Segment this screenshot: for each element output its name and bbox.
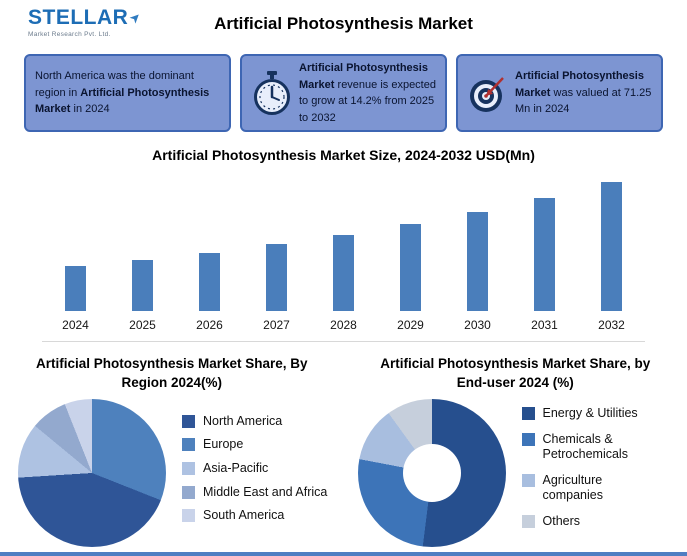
logo-tagline: Market Research Pvt. Ltd. [28, 31, 111, 38]
info-boxes: North America was the dominant region in… [24, 54, 663, 132]
x-tick-label: 2031 [531, 318, 558, 332]
legend-label: Energy & Utilities [542, 405, 638, 420]
x-tick-label: 2026 [196, 318, 223, 332]
legend-item: Chemicals & Petrochemicals [521, 431, 654, 463]
legend-label: North America [203, 413, 283, 428]
bar-chart-section: Artificial Photosynthesis Market Size, 2… [0, 147, 687, 342]
legend-swatch [521, 432, 535, 446]
legend-label: Agriculture companies [542, 472, 603, 503]
region-pie-chart [18, 398, 166, 547]
bar-2031 [534, 197, 555, 311]
legend-swatch [182, 414, 195, 428]
legend-swatch [521, 473, 535, 487]
legend-item: Asia-Pacific [182, 461, 327, 477]
bar-2029 [400, 224, 421, 311]
bar-2030 [467, 211, 488, 311]
bar-chart-title: Artificial Photosynthesis Market Size, 2… [152, 147, 535, 163]
bar-column [109, 173, 176, 311]
bottom-charts: Artificial Photosynthesis Market Share, … [0, 347, 687, 547]
region-legend: North America Europe Asia-Pacific Middle Ea… [182, 414, 327, 532]
x-tick-label: 2027 [263, 318, 290, 332]
legend-item: Others [521, 514, 654, 530]
bar-2027 [266, 244, 287, 311]
bar-2024 [65, 266, 86, 311]
bar-column [310, 173, 377, 311]
bar-column [511, 173, 578, 311]
header: STELLAR ➤ Market Research Pvt. Ltd. Arti… [0, 0, 687, 48]
legend-label: Others [542, 514, 581, 529]
info-box-1: North America was the dominant region in… [24, 54, 231, 132]
enduser-legend: Energy & Utilities Chemicals & Petrochemi… [521, 405, 654, 540]
x-tick-label: 2024 [62, 318, 89, 332]
legend-item: North America [182, 414, 327, 430]
logo-text: STELLAR [28, 6, 129, 29]
legend-item: Middle East and Africa [182, 485, 327, 501]
enduser-share-panel: Artificial Photosynthesis Market Share, … [344, 347, 687, 547]
legend-swatch [182, 461, 195, 475]
x-tick-label: 2029 [397, 318, 424, 332]
info-box-text: Artificial Photosynthesis Market revenue… [299, 62, 436, 124]
legend-item: Energy & Utilities [521, 405, 654, 422]
bar-2032 [601, 181, 622, 311]
info-box-text: Artificial Photosynthesis Market was val… [515, 70, 652, 116]
bar-column [578, 173, 645, 311]
legend-item: South America [182, 508, 327, 524]
legend-item: Agriculture companies [521, 472, 654, 504]
x-tick-label: 2030 [464, 318, 491, 332]
legend-label: South America [203, 508, 285, 523]
enduser-donut-title: Artificial Photosynthesis Market Share, … [380, 356, 651, 390]
stellar-logo: STELLAR ➤ Market Research Pvt. Ltd. [28, 6, 145, 38]
page-title: Artificial Photosynthesis Market [214, 14, 473, 33]
region-share-panel: Artificial Photosynthesis Market Share, … [0, 347, 344, 547]
target-icon [467, 71, 509, 115]
bar-column [176, 173, 243, 311]
x-tick-label: 2025 [129, 318, 156, 332]
legend-label: Chemicals & Petrochemicals [542, 431, 628, 462]
bar-column [444, 173, 511, 311]
bar-column [42, 173, 109, 311]
donut-hole [402, 443, 461, 502]
legend-swatch [521, 406, 535, 420]
bar-2025 [132, 259, 153, 311]
enduser-donut-chart [357, 398, 506, 547]
bar-column [243, 173, 310, 311]
legend-label: Middle East and Africa [203, 484, 328, 499]
legend-swatch [521, 515, 535, 529]
x-tick-label: 2028 [330, 318, 357, 332]
x-tick-label: 2032 [598, 318, 625, 332]
legend-label: Asia-Pacific [203, 460, 269, 475]
bar-chart [42, 173, 645, 311]
legend-label: Europe [203, 437, 244, 452]
bar-2026 [199, 252, 220, 311]
bar-2028 [333, 235, 354, 311]
info-box-2: Artificial Photosynthesis Market revenue… [240, 54, 447, 132]
legend-item: Europe [182, 437, 327, 453]
info-box-text: North America was the dominant region in… [35, 70, 210, 116]
legend-swatch [182, 485, 195, 499]
region-pie-title: Artificial Photosynthesis Market Share, … [35, 356, 308, 390]
legend-swatch [182, 509, 195, 523]
bar-column [377, 173, 444, 311]
stopwatch-icon [251, 70, 293, 116]
bar-chart-x-axis: 2024 2025 2026 2027 2028 2029 2030 2031 2032 [42, 318, 645, 342]
legend-swatch [182, 438, 195, 452]
info-box-3: Artificial Photosynthesis Market was val… [456, 54, 663, 132]
